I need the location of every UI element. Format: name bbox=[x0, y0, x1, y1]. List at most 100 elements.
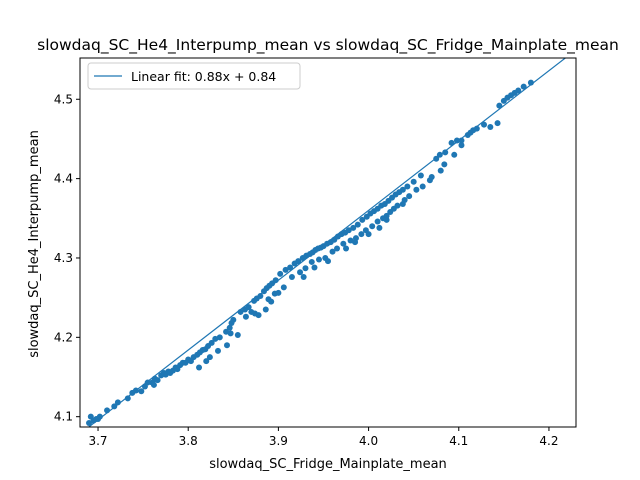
data-point bbox=[138, 388, 145, 395]
data-point bbox=[458, 142, 465, 149]
data-point bbox=[226, 324, 233, 331]
data-point bbox=[208, 339, 215, 346]
data-point bbox=[214, 347, 221, 354]
data-point bbox=[515, 87, 522, 94]
data-point bbox=[352, 239, 359, 246]
data-point bbox=[212, 335, 219, 342]
data-point bbox=[451, 151, 458, 158]
data-point bbox=[410, 178, 417, 185]
data-point bbox=[347, 237, 354, 244]
data-point bbox=[154, 377, 161, 384]
data-point bbox=[325, 258, 331, 265]
data-point bbox=[453, 137, 460, 144]
data-point bbox=[359, 216, 366, 223]
x-tick-label: 4.2 bbox=[539, 434, 558, 448]
y-tick-label: 4.3 bbox=[54, 251, 73, 265]
data-point bbox=[496, 102, 503, 109]
x-tick-label: 3.8 bbox=[179, 434, 198, 448]
data-point bbox=[227, 330, 234, 337]
data-point bbox=[329, 248, 336, 255]
data-point bbox=[442, 149, 449, 156]
data-point bbox=[520, 83, 527, 90]
data-point bbox=[124, 395, 131, 402]
data-point bbox=[437, 167, 444, 174]
data-point bbox=[369, 223, 376, 230]
legend: Linear fit: 0.88x + 0.84 bbox=[87, 62, 301, 90]
axes-frame bbox=[79, 57, 577, 428]
x-tick-label: 4.1 bbox=[449, 434, 468, 448]
data-point bbox=[311, 264, 318, 271]
y-tick-label: 4.5 bbox=[54, 92, 73, 106]
legend-box bbox=[87, 62, 301, 90]
data-point bbox=[404, 183, 411, 190]
data-point bbox=[374, 218, 381, 225]
data-point bbox=[297, 269, 304, 276]
data-point bbox=[230, 316, 237, 323]
data-point bbox=[376, 224, 383, 231]
data-point bbox=[419, 183, 426, 190]
data-point bbox=[494, 120, 501, 127]
y-axis-label: slowdaq_SC_He4_Interpump_mean bbox=[27, 130, 42, 358]
x-axis-ticks: 3.7 3.8 3.9 4.0 4.1 4.2 bbox=[88, 427, 558, 448]
data-point bbox=[150, 381, 157, 388]
data-point bbox=[413, 186, 420, 193]
data-point bbox=[206, 354, 213, 361]
data-point bbox=[394, 202, 401, 209]
data-point bbox=[295, 258, 302, 265]
data-point bbox=[245, 304, 252, 311]
data-point bbox=[224, 342, 230, 349]
data-point bbox=[358, 231, 365, 238]
data-point bbox=[257, 293, 264, 300]
data-point bbox=[302, 265, 309, 272]
plot-area bbox=[79, 57, 577, 428]
data-point bbox=[268, 298, 275, 305]
data-point bbox=[343, 245, 350, 252]
data-point bbox=[196, 364, 203, 371]
data-point bbox=[86, 420, 93, 427]
data-point bbox=[399, 186, 406, 193]
y-tick-label: 4.4 bbox=[54, 172, 73, 186]
chart-title: slowdaq_SC_He4_Interpump_mean vs slowdaq… bbox=[37, 36, 619, 55]
fit-line bbox=[87, 58, 567, 427]
data-point bbox=[288, 274, 295, 281]
data-point bbox=[242, 313, 249, 320]
data-point bbox=[406, 193, 413, 200]
data-point bbox=[287, 264, 294, 271]
data-point bbox=[340, 240, 347, 247]
data-point bbox=[315, 256, 322, 263]
data-points bbox=[86, 79, 534, 427]
data-point bbox=[300, 274, 307, 281]
data-point bbox=[280, 284, 287, 291]
data-point bbox=[441, 161, 448, 168]
data-point bbox=[334, 245, 341, 252]
data-point bbox=[223, 328, 230, 335]
data-point bbox=[275, 289, 282, 296]
y-tick-label: 4.1 bbox=[54, 410, 73, 424]
data-point bbox=[481, 121, 488, 128]
y-axis-ticks: 4.1 4.2 4.3 4.4 4.5 bbox=[54, 92, 80, 424]
y-tick-label: 4.2 bbox=[54, 330, 73, 344]
data-point bbox=[399, 201, 406, 208]
legend-label: Linear fit: 0.88x + 0.84 bbox=[131, 69, 276, 84]
data-point bbox=[144, 379, 151, 386]
data-point bbox=[262, 306, 269, 313]
data-point bbox=[345, 227, 352, 234]
data-point bbox=[354, 221, 361, 228]
data-point bbox=[216, 334, 223, 341]
data-point bbox=[417, 172, 424, 179]
x-tick-label: 3.9 bbox=[269, 434, 288, 448]
data-point bbox=[234, 331, 241, 338]
data-point bbox=[365, 231, 372, 238]
data-point bbox=[282, 266, 289, 273]
data-point bbox=[487, 124, 494, 131]
data-point bbox=[203, 358, 210, 365]
x-tick-label: 3.7 bbox=[88, 434, 107, 448]
data-point bbox=[251, 310, 258, 317]
x-tick-label: 4.0 bbox=[359, 434, 378, 448]
data-point bbox=[308, 258, 315, 265]
data-point bbox=[350, 224, 357, 231]
data-point bbox=[383, 216, 390, 223]
x-axis-label: slowdaq_SC_Fridge_Mainplate_mean bbox=[209, 457, 447, 472]
data-point bbox=[428, 174, 435, 181]
